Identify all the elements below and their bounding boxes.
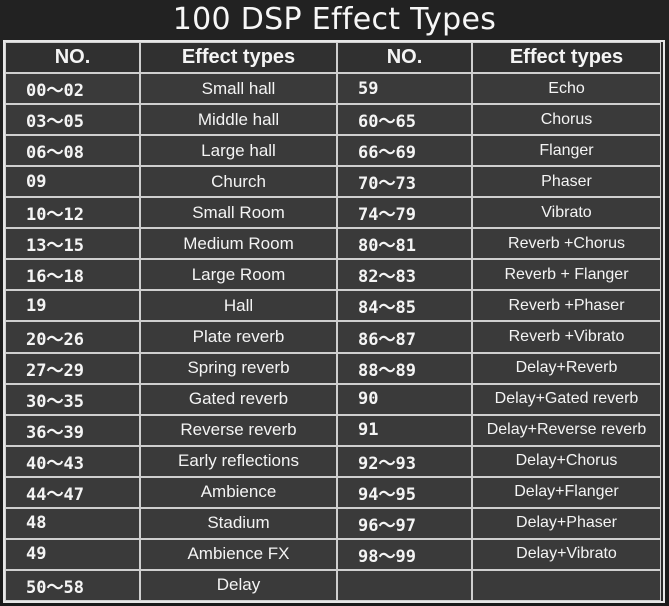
- effect-type-right: Vibrato: [472, 197, 661, 229]
- effect-number-right: 74～79: [337, 197, 472, 229]
- effect-number-left: 13～15: [5, 228, 140, 260]
- effect-number-right: 84～85: [337, 290, 472, 322]
- effect-number-left: 36～39: [5, 414, 140, 446]
- effect-types-table: NO. Effect types NO. Effect types 00～02 S…: [3, 40, 665, 603]
- effect-number-left: 10～12: [5, 197, 140, 229]
- effect-number-right: 92～93: [337, 445, 472, 477]
- effect-type-right: Phaser: [472, 166, 661, 198]
- header-no-left: NO.: [5, 42, 140, 74]
- effect-type-right: Delay+Gated reverb: [472, 383, 661, 415]
- effect-number-right: 86～87: [337, 321, 472, 353]
- effect-number-left: 27～29: [5, 352, 140, 384]
- effect-number-left: 44～47: [5, 476, 140, 508]
- effect-type-left: Gated reverb: [140, 383, 337, 415]
- effect-number-right: 96～97: [337, 507, 472, 539]
- effect-type-right: Delay+Flanger: [472, 476, 661, 508]
- effect-type-left: Early reflections: [140, 445, 337, 477]
- header-no-right: NO.: [337, 42, 472, 74]
- effect-type-right: Reverb +Chorus: [472, 228, 661, 260]
- effect-type-left: Medium Room: [140, 228, 337, 260]
- effect-type-left: Hall: [140, 290, 337, 322]
- effect-type-left: Ambience: [140, 476, 337, 508]
- effect-number-left: 00～02: [5, 73, 140, 105]
- effect-type-right: Reverb +Phaser: [472, 290, 661, 322]
- effect-number-right: 60～65: [337, 104, 472, 136]
- effect-type-left: Small hall: [140, 73, 337, 105]
- effect-number-right: 82～83: [337, 259, 472, 291]
- effect-type-left: Middle hall: [140, 104, 337, 136]
- effect-type-left: Stadium: [140, 507, 337, 539]
- effect-number-left: 50～58: [5, 569, 140, 601]
- effect-type-left: Small Room: [140, 197, 337, 229]
- effect-type-left: Church: [140, 166, 337, 198]
- effect-type-right: Flanger: [472, 135, 661, 167]
- effect-number-right: 80～81: [337, 228, 472, 260]
- effect-type-left: Large Room: [140, 259, 337, 291]
- effect-number-left: 40～43: [5, 445, 140, 477]
- effect-number-right: [337, 569, 472, 601]
- header-effect-left: Effect types: [140, 42, 337, 74]
- effect-type-right: Delay+Phaser: [472, 507, 661, 539]
- effect-number-right: 70～73: [337, 166, 472, 198]
- effect-number-right: 91: [337, 414, 472, 446]
- effect-type-right: Delay+Chorus: [472, 445, 661, 477]
- effect-type-left: Delay: [140, 569, 337, 601]
- effect-number-left: 49: [5, 538, 140, 570]
- effect-type-right: Echo: [472, 73, 661, 105]
- effect-number-right: 59: [337, 73, 472, 105]
- effect-number-left: 19: [5, 290, 140, 322]
- effect-number-right: 88～89: [337, 352, 472, 384]
- effect-number-left: 03～05: [5, 104, 140, 136]
- effect-number-left: 48: [5, 507, 140, 539]
- effect-type-right: Reverb + Flanger: [472, 259, 661, 291]
- effect-type-right: Delay+Vibrato: [472, 538, 661, 570]
- effect-type-right: Delay+Reverb: [472, 352, 661, 384]
- effect-type-left: Plate reverb: [140, 321, 337, 353]
- effect-type-left: Large hall: [140, 135, 337, 167]
- effect-type-left: Spring reverb: [140, 352, 337, 384]
- effect-type-right: Reverb +Vibrato: [472, 321, 661, 353]
- effect-number-left: 30～35: [5, 383, 140, 415]
- effect-number-left: 20～26: [5, 321, 140, 353]
- effect-type-left: Reverse reverb: [140, 414, 337, 446]
- effect-type-right: Delay+Reverse reverb: [472, 414, 661, 446]
- effect-number-right: 90: [337, 383, 472, 415]
- effect-type-left: Ambience FX: [140, 538, 337, 570]
- effect-number-right: 98～99: [337, 538, 472, 570]
- page-title: 100 DSP Effect Types: [172, 2, 497, 37]
- effect-number-right: 94～95: [337, 476, 472, 508]
- effect-type-right: Chorus: [472, 104, 661, 136]
- effect-number-right: 66～69: [337, 135, 472, 167]
- effect-type-right: [472, 569, 661, 601]
- effect-number-left: 09: [5, 166, 140, 198]
- effect-number-left: 06～08: [5, 135, 140, 167]
- header-effect-right: Effect types: [472, 42, 661, 74]
- effect-number-left: 16～18: [5, 259, 140, 291]
